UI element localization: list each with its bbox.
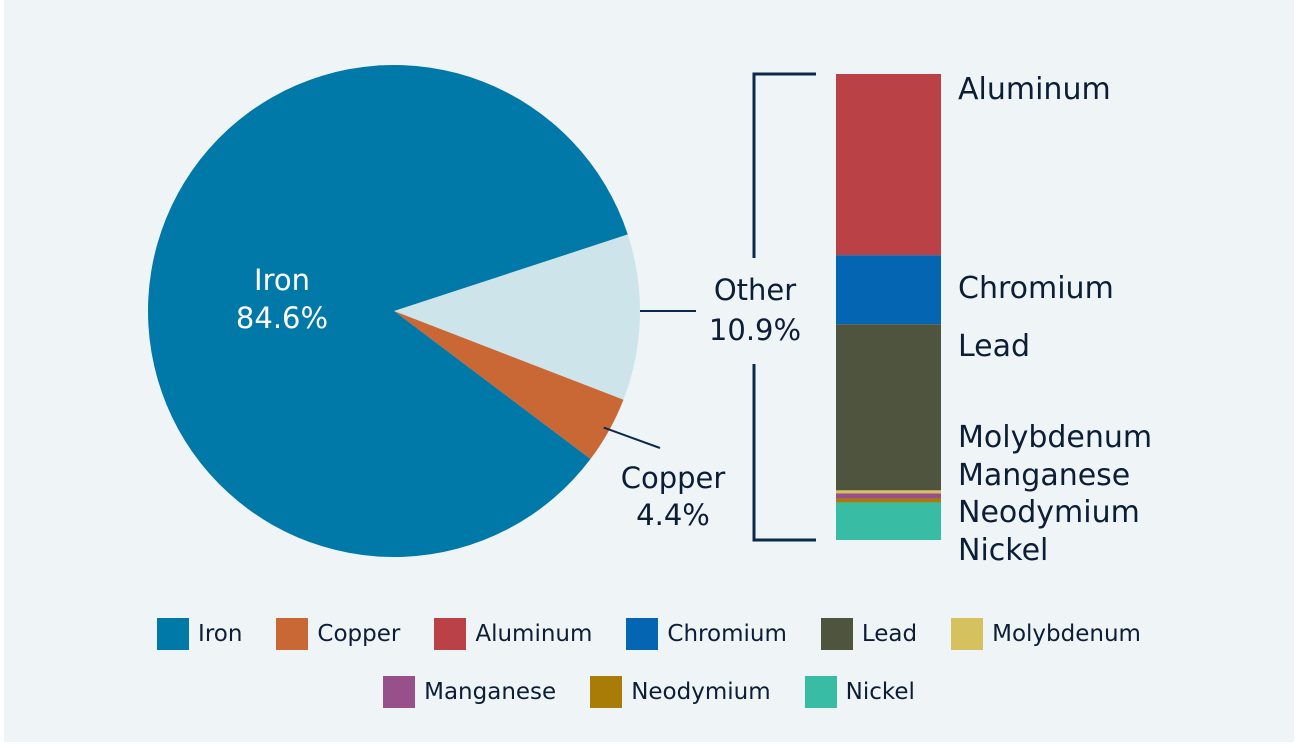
legend-item-iron: Iron [157,618,242,650]
legend-swatch-neodymium [590,676,623,708]
legend-item-neodymium: Neodymium [590,676,771,708]
bar-segment-chromium [836,255,941,325]
legend-swatch-chromium [626,618,659,650]
slice-label-other-name: Other [714,273,796,307]
legend-label: Copper [317,621,401,647]
legend-item-aluminum: Aluminum [434,618,592,650]
pie-slice-other [394,234,641,400]
bar-segment-manganese [836,493,941,499]
bar-label-neodymium: Neodymium [958,495,1140,530]
bar-label-aluminum: Aluminum [958,72,1111,107]
bracket-bottom [752,364,816,542]
legend-row: Iron Copper Aluminum Chromium Lead Molybdenum [157,618,1141,650]
bar-label-molybdenum: Molybdenum [958,420,1152,455]
connectors [603,72,816,542]
bar-label-manganese: Manganese [958,458,1130,493]
slice-label-iron-name: Iron [254,263,310,297]
slice-label-iron-value: 84.6% [236,301,328,335]
pie-slice-copper [394,311,624,460]
legend-label: Aluminum [475,621,593,647]
chart: Iron 84.6% Copper 4.4% Other 10.9% Aluminum Chr… [4,0,1294,742]
legend-label: Neodymium [631,679,771,705]
legend-swatch-copper [276,618,309,650]
bracket-top [752,72,816,258]
legend-swatch-manganese [383,676,416,708]
copper-leader-line [603,426,661,449]
bar-label-lead: Lead [958,329,1030,364]
bar-segment-nickel [836,502,941,540]
slice-label-other-value: 10.9% [709,313,801,347]
legend-swatch-molybdenum [951,618,984,650]
legend-row: Manganese Neodymium Nickel [383,676,915,708]
legend-label: Iron [198,621,243,647]
legend-item-copper: Copper [276,618,400,650]
legend-label: Lead [861,621,918,647]
bar-segment-lead [836,324,941,491]
bar-segment-neodymium [836,498,941,503]
legend-item-chromium: Chromium [626,618,787,650]
slice-label-copper-value: 4.4% [636,498,710,532]
bar-label-chromium: Chromium [958,271,1114,306]
legend-swatch-lead [820,618,853,650]
legend-label: Molybdenum [992,621,1141,647]
legend-label: Chromium [667,621,787,647]
legend-item-molybdenum: Molybdenum [951,618,1141,650]
legend-swatch-nickel [804,676,837,708]
legend-item-manganese: Manganese [383,676,556,708]
legend-label: Nickel [845,679,915,705]
legend-label: Manganese [424,679,557,705]
legend-item-nickel: Nickel [804,676,915,708]
legend-item-lead: Lead [820,618,918,650]
bar-segment-aluminum [836,74,941,256]
legend: Iron Copper Aluminum Chromium Lead Molybdenum… [4,618,1294,708]
legend-swatch-iron [157,618,190,650]
pie-slice-iron [147,65,628,558]
bar-segment-molybdenum [836,490,941,494]
pie [147,65,641,558]
legend-swatch-aluminum [434,618,467,650]
bar-label-nickel: Nickel [958,533,1048,568]
other-breakdown-bar [836,74,941,540]
slice-label-copper-name: Copper [621,461,726,495]
